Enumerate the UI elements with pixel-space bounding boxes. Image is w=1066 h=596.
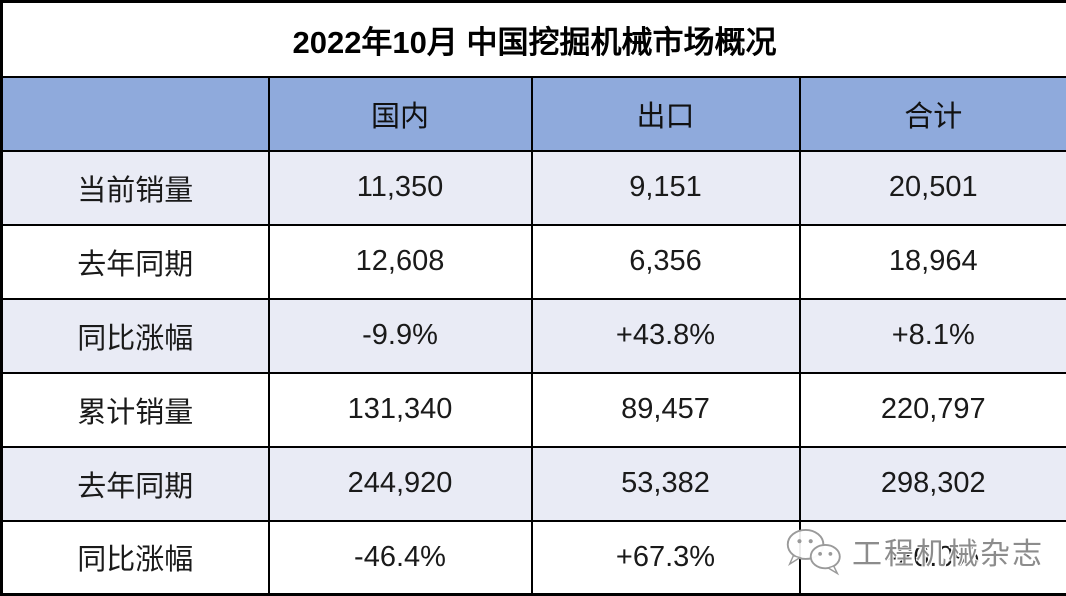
table-row-cumulative-yoy-change: 同比涨幅 -46.4% +67.3% -26.0% [0, 519, 1066, 596]
header-export: 出口 [530, 75, 801, 152]
table-title: 2022年10月 中国挖掘机械市场概况 [0, 0, 1066, 78]
cell-export: 9,151 [530, 149, 801, 226]
cell-domestic: -46.4% [267, 519, 533, 596]
row-label: 当前销量 [0, 149, 270, 226]
cell-domestic: -9.9% [267, 297, 533, 374]
cell-export: 53,382 [530, 445, 801, 522]
table-row-yoy-change: 同比涨幅 -9.9% +43.8% +8.1% [0, 297, 1066, 374]
cell-domestic: 244,920 [267, 445, 533, 522]
cell-domestic: 131,340 [267, 371, 533, 448]
cell-domestic: 11,350 [267, 149, 533, 226]
row-label: 去年同期 [0, 223, 270, 300]
row-label: 累计销量 [0, 371, 270, 448]
cell-total: 18,964 [798, 223, 1066, 300]
cell-total: +8.1% [798, 297, 1066, 374]
cell-export: 6,356 [530, 223, 801, 300]
header-domestic: 国内 [267, 75, 533, 152]
header-total: 合计 [798, 75, 1066, 152]
cell-total: -26.0% [798, 519, 1066, 596]
cell-total: 20,501 [798, 149, 1066, 226]
table-row-cumulative-sales: 累计销量 131,340 89,457 220,797 [0, 371, 1066, 448]
table-row-current-sales: 当前销量 11,350 9,151 20,501 [0, 149, 1066, 226]
cell-export: 89,457 [530, 371, 801, 448]
cell-domestic: 12,608 [267, 223, 533, 300]
cell-total: 298,302 [798, 445, 1066, 522]
header-row: 国内 出口 合计 [0, 75, 1066, 152]
header-empty-cell [0, 75, 270, 152]
cell-total: 220,797 [798, 371, 1066, 448]
cell-export: +67.3% [530, 519, 801, 596]
title-row: 2022年10月 中国挖掘机械市场概况 [0, 0, 1066, 78]
row-label: 同比涨幅 [0, 519, 270, 596]
cell-export: +43.8% [530, 297, 801, 374]
table-row-last-year-cumulative: 去年同期 244,920 53,382 298,302 [0, 445, 1066, 522]
row-label: 同比涨幅 [0, 297, 270, 374]
table-row-last-year-same-period: 去年同期 12,608 6,356 18,964 [0, 223, 1066, 300]
row-label: 去年同期 [0, 445, 270, 522]
